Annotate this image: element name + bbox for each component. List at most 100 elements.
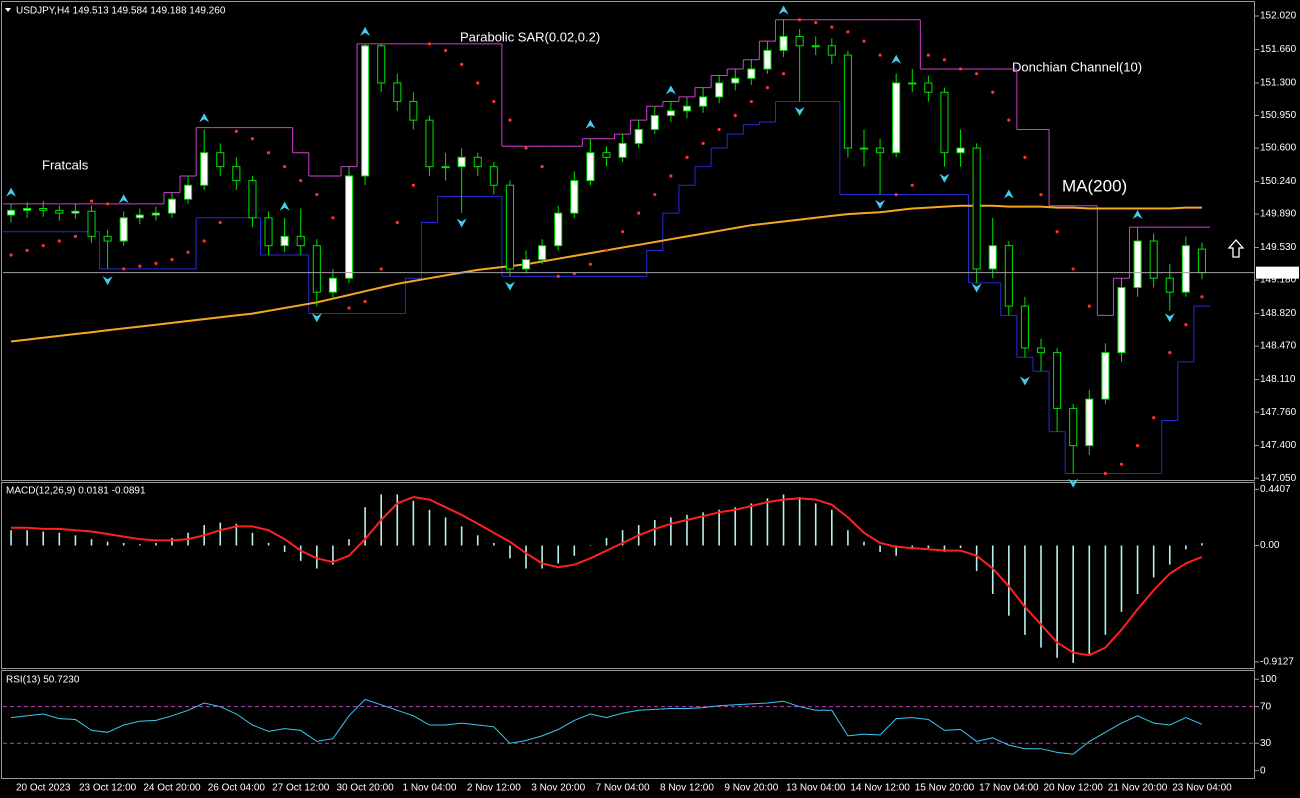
y-tick-label: 0.4407 <box>1260 484 1291 495</box>
macd-bar <box>316 545 318 569</box>
macd-bar <box>702 512 704 546</box>
sar-dot <box>427 42 432 46</box>
candle-body <box>1069 407 1078 447</box>
sar-dot <box>830 25 834 29</box>
sar-dot <box>942 58 947 62</box>
candle-body <box>200 152 209 186</box>
macd-bar <box>155 542 157 546</box>
x-tick-label: 24 Oct 20:00 <box>143 783 201 794</box>
macd-bar <box>267 542 270 546</box>
macd-panel-frame <box>1 482 1255 669</box>
candle-body <box>248 180 257 219</box>
candle-body <box>747 68 756 79</box>
x-tick-label: 27 Oct 12:00 <box>272 783 330 794</box>
candle-body <box>296 235 305 247</box>
macd-bar <box>476 535 479 546</box>
fractal-up <box>891 54 902 64</box>
macd-bar <box>1024 545 1026 635</box>
candle-body <box>1020 305 1029 349</box>
candle-body <box>972 147 981 270</box>
macd-bar <box>283 545 286 552</box>
macd-bar <box>122 542 125 546</box>
candle-body <box>682 105 692 112</box>
candle-body <box>956 147 965 154</box>
last-price-label: 149.260 <box>1259 267 1296 278</box>
fractal-up <box>6 187 17 197</box>
macd-bar <box>1168 545 1171 565</box>
y-tick-label: 152.020 <box>1260 11 1297 22</box>
candle-body <box>377 45 386 84</box>
x-tick-label: 2 Nov 12:00 <box>467 783 521 794</box>
sar-dot <box>460 62 464 66</box>
candle-body <box>103 235 112 242</box>
candle-body <box>425 119 434 168</box>
macd-header: MACD(12,26,9) 0.0181 -0.0891 <box>6 486 146 497</box>
y-tick-label: 147.050 <box>1260 473 1297 484</box>
candle-body <box>393 82 402 103</box>
macd-bar <box>1104 545 1107 635</box>
sar-dot <box>25 248 29 252</box>
macd-bar <box>943 545 946 552</box>
sar-dot <box>170 258 174 262</box>
macd-bar <box>541 545 543 569</box>
candle-body <box>538 245 547 261</box>
macd-bar <box>58 532 61 546</box>
sar-dot <box>765 86 770 90</box>
macd-bar <box>959 545 962 549</box>
candle-body <box>473 156 482 168</box>
rsi-header: RSI(13) 50.7230 <box>6 675 80 686</box>
fractal-up <box>279 201 290 211</box>
candle-body <box>280 235 289 247</box>
candle-body <box>87 210 96 237</box>
candle-body <box>586 152 595 182</box>
candle-body <box>570 180 579 214</box>
sar-dot <box>218 220 222 225</box>
candle-body <box>666 110 675 117</box>
candle-body <box>988 245 997 270</box>
macd-bar <box>428 509 431 546</box>
candle-body <box>361 45 370 177</box>
candle-body <box>859 147 869 150</box>
candle-body <box>232 166 241 182</box>
candle-body <box>908 82 917 85</box>
menu-triangle <box>5 8 11 12</box>
fractal-down <box>1068 478 1079 488</box>
macd-bar <box>74 535 77 546</box>
candle-body <box>940 91 949 154</box>
sar-dot <box>1119 462 1124 466</box>
candle-body <box>7 209 16 216</box>
fractal-down <box>1164 313 1175 323</box>
sar-dot <box>154 261 158 265</box>
macd-bar <box>460 526 463 546</box>
fractal-up <box>1003 189 1014 199</box>
x-tick-label: 8 Nov 12:00 <box>660 783 714 794</box>
candle-body <box>731 77 740 84</box>
y-tick-label: 0 <box>1260 765 1266 776</box>
sar-dot <box>379 267 383 271</box>
sar-dot <box>492 99 496 104</box>
ma-label: MA(200) <box>1062 176 1127 195</box>
candle-body <box>634 128 643 144</box>
candle-body <box>23 207 32 211</box>
candle-body <box>328 277 337 293</box>
candle-body <box>1085 398 1094 447</box>
fractal-up <box>778 5 789 15</box>
y-tick-label: 149.180 <box>1260 275 1297 286</box>
macd-bar <box>106 541 109 546</box>
macd-bar <box>814 503 817 546</box>
candle-body <box>1036 347 1046 354</box>
macd-bar <box>621 530 624 546</box>
sar-dot <box>315 192 319 197</box>
fractal-up <box>1132 210 1143 219</box>
sar-label: Parabolic SAR(0.02,0.2) <box>460 29 600 44</box>
candle-body <box>312 245 321 293</box>
macd-bar <box>26 530 28 546</box>
candle-body <box>184 184 193 200</box>
sar-dot <box>1071 267 1075 271</box>
macd-bar <box>863 541 865 546</box>
candle-body <box>264 217 273 247</box>
sar-dot <box>283 165 287 169</box>
sar-dot <box>926 53 930 57</box>
sar-dot <box>846 30 850 34</box>
